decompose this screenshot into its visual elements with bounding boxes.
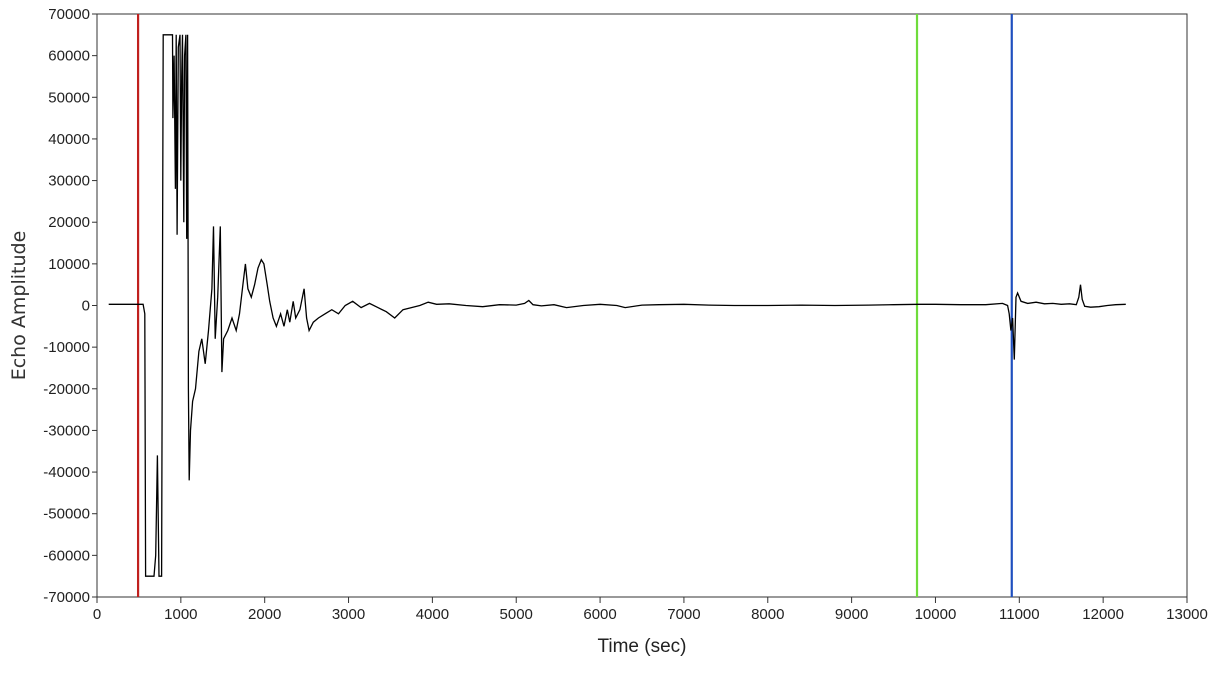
y-tick-label: 20000 xyxy=(48,214,90,231)
y-axis-title: Echo Amplitude xyxy=(8,231,30,381)
y-tick-label: 60000 xyxy=(48,48,90,65)
y-tick-label: 30000 xyxy=(48,173,90,190)
x-tick-label: 7000 xyxy=(667,606,700,623)
y-axis: 70000 60000 50000 40000 30000 20000 10000 0 -100… xyxy=(43,6,97,606)
y-tick-label: -60000 xyxy=(43,547,90,564)
x-tick-label: 1000 xyxy=(164,606,197,623)
series-line xyxy=(108,34,1126,577)
y-tick-label: 70000 xyxy=(48,6,90,23)
x-tick-label: 0 xyxy=(93,606,101,623)
y-tick-label: 40000 xyxy=(48,131,90,148)
x-tick-label: 4000 xyxy=(416,606,449,623)
y-tick-label: -70000 xyxy=(43,589,90,606)
x-axis: 0 1000 2000 3000 4000 5000 6000 7000 8000 9000 100… xyxy=(93,597,1208,623)
x-tick-label: 6000 xyxy=(583,606,616,623)
x-tick-label: 12000 xyxy=(1082,606,1124,623)
y-tick-label: 0 xyxy=(82,298,90,315)
y-tick-label: 50000 xyxy=(48,89,90,106)
y-tick-label: -20000 xyxy=(43,381,90,398)
x-axis-title: Time (sec) xyxy=(597,636,686,657)
y-tick-label: 10000 xyxy=(48,256,90,273)
y-tick-label: -50000 xyxy=(43,506,90,523)
x-tick-label: 11000 xyxy=(999,606,1040,623)
x-tick-label: 2000 xyxy=(248,606,281,623)
vertical-markers xyxy=(136,14,1013,597)
y-tick-label: -40000 xyxy=(43,464,90,481)
x-tick-label: 13000 xyxy=(1166,606,1208,623)
x-tick-label: 5000 xyxy=(500,606,533,623)
x-tick-label: 3000 xyxy=(332,606,365,623)
plot-area xyxy=(96,13,1188,598)
y-tick-label: -10000 xyxy=(43,339,90,356)
y-tick-label: -30000 xyxy=(43,422,90,439)
x-tick-label: 8000 xyxy=(751,606,784,623)
x-tick-label: 10000 xyxy=(915,606,957,623)
x-tick-label: 9000 xyxy=(835,606,868,623)
